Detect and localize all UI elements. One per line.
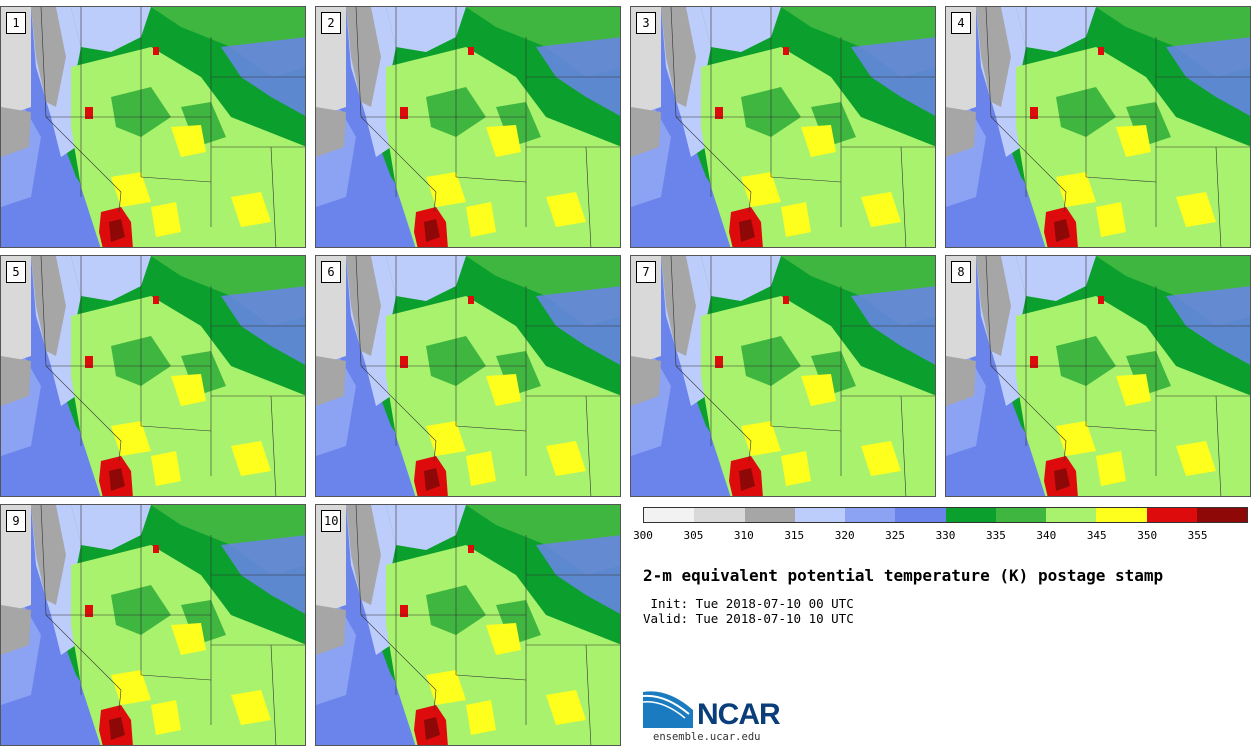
panel-number: 2 (321, 12, 341, 34)
figure-title: 2-m equivalent potential temperature (K)… (643, 566, 1164, 585)
colorbar-segment (995, 508, 1046, 522)
ncar-logo-icon (643, 691, 693, 728)
field-map (1, 7, 305, 247)
field-map (946, 256, 1250, 496)
panel-number: 7 (636, 261, 656, 283)
field-map (631, 7, 935, 247)
colorbar-segment (945, 508, 996, 522)
ensemble-member-panel-6: 6 (315, 255, 621, 497)
colorbar-tick-label: 315 (784, 529, 805, 542)
ncar-wordmark: NCAR (697, 698, 781, 731)
site-url[interactable]: ensemble.ucar.edu (653, 731, 761, 743)
colorbar-tick-label: 350 (1137, 529, 1158, 542)
colorbar-tick-label: 320 (834, 529, 855, 542)
ensemble-member-panel-7: 7 (630, 255, 936, 497)
panel-number: 6 (321, 261, 341, 283)
field-map (316, 7, 620, 247)
colorbar-segment (1196, 508, 1247, 522)
panel-number: 9 (6, 510, 26, 532)
colorbar-segment (694, 508, 745, 522)
colorbar-segment (644, 508, 695, 522)
colorbar-segment (1046, 508, 1097, 522)
panel-number: 4 (951, 12, 971, 34)
panel-number: 1 (6, 12, 26, 34)
ensemble-member-panel-10: 10 (315, 504, 621, 746)
panel-number: 3 (636, 12, 656, 34)
colorbar-tick-label: 355 (1187, 529, 1208, 542)
ensemble-member-panel-8: 8 (945, 255, 1251, 497)
colorbar-tick-label: 310 (733, 529, 754, 542)
ensemble-member-panel-4: 4 (945, 6, 1251, 248)
colorbar-tick-label: 330 (935, 529, 956, 542)
colorbar (643, 507, 1248, 523)
field-map (1, 256, 305, 496)
colorbar-tick-label: 345 (1086, 529, 1107, 542)
field-map (1, 505, 305, 745)
colorbar-segment (1146, 508, 1197, 522)
colorbar-tick-label: 340 (1036, 529, 1057, 542)
ensemble-member-panel-9: 9 (0, 504, 306, 746)
valid-time: Valid: Tue 2018-07-10 10 UTC (643, 611, 854, 626)
colorbar-tick-label: 325 (885, 529, 906, 542)
field-map (631, 256, 935, 496)
panel-number: 5 (6, 261, 26, 283)
colorbar-tick-label: 300 (633, 529, 653, 542)
field-map (946, 7, 1250, 247)
colorbar-tick-label: 335 (985, 529, 1006, 542)
colorbar-tick-label: 305 (683, 529, 704, 542)
field-map (316, 256, 620, 496)
colorbar-segment (845, 508, 896, 522)
ensemble-member-panel-1: 1 (0, 6, 306, 248)
colorbar-segment (794, 508, 845, 522)
colorbar-segment (895, 508, 946, 522)
colorbar-segment (744, 508, 795, 522)
field-map (316, 505, 620, 745)
ensemble-member-panel-3: 3 (630, 6, 936, 248)
panel-number: 10 (321, 510, 342, 532)
colorbar-segment (1096, 508, 1147, 522)
panel-number: 8 (951, 261, 971, 283)
init-time: Init: Tue 2018-07-10 00 UTC (643, 596, 854, 611)
ensemble-member-panel-2: 2 (315, 6, 621, 248)
ensemble-member-panel-5: 5 (0, 255, 306, 497)
